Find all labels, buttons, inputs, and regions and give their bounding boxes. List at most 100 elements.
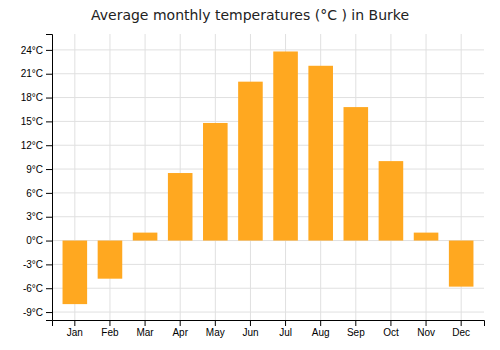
y-tick: -3°C [23,259,52,270]
x-tick: May [206,320,225,338]
y-tick-mark [46,169,52,170]
y-tick-label: 15°C [21,116,43,127]
x-tick-mark [461,320,462,326]
x-tick-mark [145,320,146,326]
x-tick: Aug [312,320,330,338]
y-tick: 0°C [26,235,52,246]
x-grid-line [426,34,427,320]
x-tick-label: Jan [67,327,83,338]
x-tick-mark [180,320,181,326]
y-tick-mark [46,145,52,146]
x-tick-mark [320,320,321,326]
bar [414,233,439,241]
bar [449,241,474,287]
y-tick: -6°C [23,283,52,294]
y-tick: 3°C [26,211,52,222]
y-tick-mark [46,288,52,289]
y-grid-line [52,121,484,122]
x-tick-label: Oct [383,327,399,338]
y-tick-label: 9°C [26,164,43,175]
bar [308,66,333,241]
bar [133,233,158,241]
y-grid-line [52,216,484,217]
y-tick: -9°C [23,307,52,318]
y-axis: -9°C -6°C -3°C 0°C 3°C 6°C 9°C 12°C 15°C 18°C 21°C… [21,35,53,321]
x-tick-label: Sep [347,327,365,338]
x-tick-mark [426,320,427,326]
x-tick-label: Nov [417,327,435,338]
x-tick: Apr [172,320,188,338]
x-tick: Nov [417,320,435,338]
x-tick-label: May [206,327,225,338]
bar [98,241,123,279]
y-tick-mark [46,98,52,99]
x-tick-mark [74,320,75,326]
y-tick-mark [46,217,52,218]
x-grid-line [145,34,146,320]
grid [52,34,484,320]
y-tick-label: -3°C [23,259,43,270]
y-tick-label: 3°C [26,211,43,222]
x-tick: Oct [383,320,399,338]
x-axis: Jan Feb Mar Apr May Jun Jul Aug Sep Oct Nov Dec [53,320,485,338]
plot-area: -9°C -6°C -3°C 0°C 3°C 6°C 9°C 12°C 15°C 18°C 21°C… [21,34,485,338]
x-tick-label: Mar [136,327,154,338]
bars [63,51,474,304]
y-tick-mark [46,121,52,122]
y-tick: 15°C [21,116,52,127]
y-grid-line [52,192,484,193]
x-tick-mark [109,320,110,326]
x-tick-mark [355,320,356,326]
bar [379,161,404,240]
y-tick-mark [46,264,52,265]
y-tick: 6°C [26,188,52,199]
y-tick-mark [46,312,52,313]
y-tick-mark [46,50,52,51]
y-tick-label: 21°C [21,68,43,79]
x-tick-label: Aug [312,327,330,338]
x-tick-label: Jul [279,327,292,338]
y-axis-line [46,35,53,321]
y-tick: 18°C [21,92,52,103]
title: Average monthly temperatures (°C ) in Bu… [91,7,409,23]
y-tick-label: -6°C [23,283,43,294]
y-tick: 12°C [21,140,52,151]
x-tick: Jul [279,320,292,338]
y-grid-line [52,97,484,98]
y-tick-label: 6°C [26,188,43,199]
x-tick-mark [285,320,286,326]
y-tick-mark [46,193,52,194]
x-tick-mark [250,320,251,326]
x-tick-label: Feb [101,327,119,338]
x-tick: Jan [67,320,83,338]
y-grid-line [52,312,484,313]
x-tick-mark [390,320,391,326]
y-tick-mark [46,241,52,242]
bar [63,241,88,305]
y-grid-line [52,288,484,289]
bar [344,107,369,240]
y-tick-mark [46,74,52,75]
bar [238,82,263,241]
y-tick: 24°C [21,45,52,56]
y-tick-label: -9°C [23,307,43,318]
y-tick-label: 24°C [21,45,43,56]
y-grid-line [52,73,484,74]
y-tick-label: 0°C [26,235,43,246]
x-tick: Jun [242,320,258,338]
x-tick-mark [215,320,216,326]
bar [168,173,193,241]
y-grid-line [52,169,484,170]
chart: -9°C -6°C -3°C 0°C 3°C 6°C 9°C 12°C 15°C 18°C 21°C… [0,0,500,350]
bar [203,123,228,241]
y-grid-line [52,145,484,146]
x-tick: Mar [136,320,154,338]
x-tick-label: Dec [452,327,470,338]
x-tick: Sep [347,320,365,338]
y-tick-label: 18°C [21,92,43,103]
y-tick: 9°C [26,164,52,175]
x-tick: Feb [101,320,119,338]
x-tick: Dec [452,320,470,338]
y-tick-label: 12°C [21,140,43,151]
x-axis-line [53,321,485,327]
